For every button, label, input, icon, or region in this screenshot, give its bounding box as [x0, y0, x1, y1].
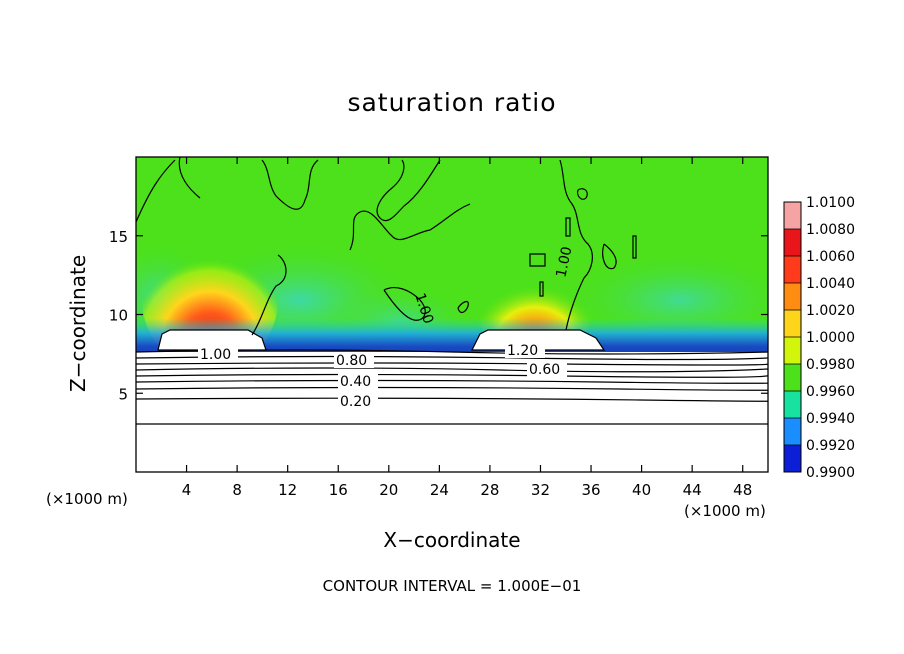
x-tick-label: 16: [329, 481, 348, 499]
x-tick-label: 20: [379, 481, 398, 499]
x-unit-label-right: (×1000 m): [684, 502, 766, 520]
contour-label-4: 0.20: [340, 394, 371, 410]
x-tick-label: 36: [581, 481, 600, 499]
x-tick-label: 40: [632, 481, 651, 499]
x-tick-label: 24: [430, 481, 449, 499]
colorbar-swatch: [784, 310, 801, 337]
contour-label-8: 1.00: [553, 245, 575, 279]
chart-title: saturation ratio: [347, 88, 557, 117]
colorbar-label: 1.0040: [806, 276, 855, 292]
contour-label-1: 1.00: [200, 347, 231, 363]
contour-label-3: 0.40: [340, 374, 371, 390]
colorbar: 1.0100 1.0080 1.0060 1.0040 1.0020 1.0000 0.99…: [783, 195, 855, 481]
contour-label-2: 0.80: [336, 353, 367, 369]
x-tick-label: 28: [480, 481, 499, 499]
x-tick-label: 48: [733, 481, 752, 499]
colorbar-swatch: [784, 229, 801, 256]
colorbar-swatch: [784, 337, 801, 364]
y-tick-label: 15: [109, 228, 128, 246]
x-tick-label: 8: [232, 481, 242, 499]
colorbar-swatch: [784, 256, 801, 283]
y-tick-label: 5: [118, 385, 128, 403]
x-unit-label-left: (×1000 m): [46, 490, 128, 508]
colorbar-label: 0.9920: [806, 438, 855, 454]
colorbar-label: 0.9960: [806, 384, 855, 400]
colorbar-label: 1.0020: [806, 303, 855, 319]
colorbar-swatch: [784, 418, 801, 445]
contour-interval-note: CONTOUR INTERVAL = 1.000E−01: [322, 577, 582, 595]
y-tick-label: 10: [109, 307, 128, 325]
heatmap-field: [136, 157, 768, 472]
x-tick-label: 4: [182, 481, 192, 499]
colorbar-swatch: [784, 202, 801, 229]
x-axis-label: X−coordinate: [0, 528, 904, 552]
contour-label-5: 1.20: [507, 343, 538, 359]
contour-label-6: 0.60: [529, 362, 560, 378]
x-tick-label: 32: [531, 481, 550, 499]
x-tick-label: 12: [278, 481, 297, 499]
colorbar-swatch: [784, 391, 801, 418]
colorbar-label: 0.9940: [806, 411, 855, 427]
colorbar-label: 0.9900: [806, 465, 855, 481]
colorbar-swatch: [784, 364, 801, 391]
colorbar-label: 1.0060: [806, 249, 855, 265]
y-axis-label: Z−coordinate: [66, 254, 90, 392]
colorbar-swatch: [784, 283, 801, 310]
x-tick-label: 44: [683, 481, 702, 499]
x-axis-label-text: X−coordinate: [383, 528, 521, 552]
colorbar-swatch: [784, 445, 801, 472]
contour-lines: [136, 157, 768, 425]
colorbar-label: 0.9980: [806, 357, 855, 373]
colorbar-label: 1.0000: [806, 330, 855, 346]
colorbar-label: 1.0080: [806, 222, 855, 238]
colorbar-label: 1.0100: [806, 195, 855, 211]
